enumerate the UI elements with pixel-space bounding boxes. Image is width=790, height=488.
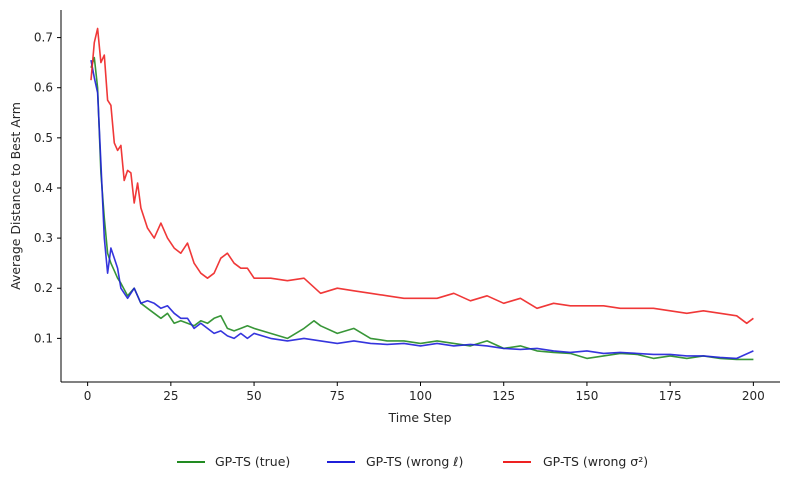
x-tick-label: 0 bbox=[84, 389, 92, 403]
series-line-wrong-sigma bbox=[90, 27, 754, 325]
y-tick-label: 0.6 bbox=[34, 81, 53, 95]
legend: GP-TS (true) GP-TS (wrong ℓ) GP-TS (wron… bbox=[177, 454, 648, 469]
x-tick-label: 125 bbox=[492, 389, 515, 403]
y-tick-label: 0.1 bbox=[34, 331, 53, 345]
legend-label-wrong-sigma: GP-TS (wrong σ²) bbox=[543, 454, 648, 469]
series-layer bbox=[90, 27, 754, 361]
x-axis-label: Time Step bbox=[387, 410, 451, 425]
x-ticks: 0 25 50 75 100 125 150 175 200 bbox=[84, 382, 765, 403]
x-tick-label: 200 bbox=[742, 389, 765, 403]
x-tick-label: 25 bbox=[163, 389, 178, 403]
x-tick-label: 175 bbox=[659, 389, 682, 403]
y-ticks: 0.1 0.2 0.3 0.4 0.5 0.6 0.7 bbox=[34, 31, 61, 345]
y-tick-label: 0.7 bbox=[34, 31, 53, 45]
x-tick-label: 100 bbox=[409, 389, 432, 403]
x-tick-label: 50 bbox=[246, 389, 261, 403]
y-tick-label: 0.2 bbox=[34, 281, 53, 295]
y-tick-label: 0.3 bbox=[34, 231, 53, 245]
series-line-true bbox=[90, 56, 754, 361]
x-tick-label: 150 bbox=[575, 389, 598, 403]
series-line-wrong-l bbox=[90, 59, 754, 360]
legend-label-true: GP-TS (true) bbox=[215, 454, 290, 469]
y-tick-label: 0.5 bbox=[34, 131, 53, 145]
legend-label-wrong-l: GP-TS (wrong ℓ) bbox=[366, 454, 463, 469]
axes bbox=[60, 10, 780, 383]
y-tick-label: 0.4 bbox=[34, 181, 53, 195]
y-axis-label: Average Distance to Best Arm bbox=[8, 102, 23, 290]
x-tick-label: 75 bbox=[330, 389, 345, 403]
